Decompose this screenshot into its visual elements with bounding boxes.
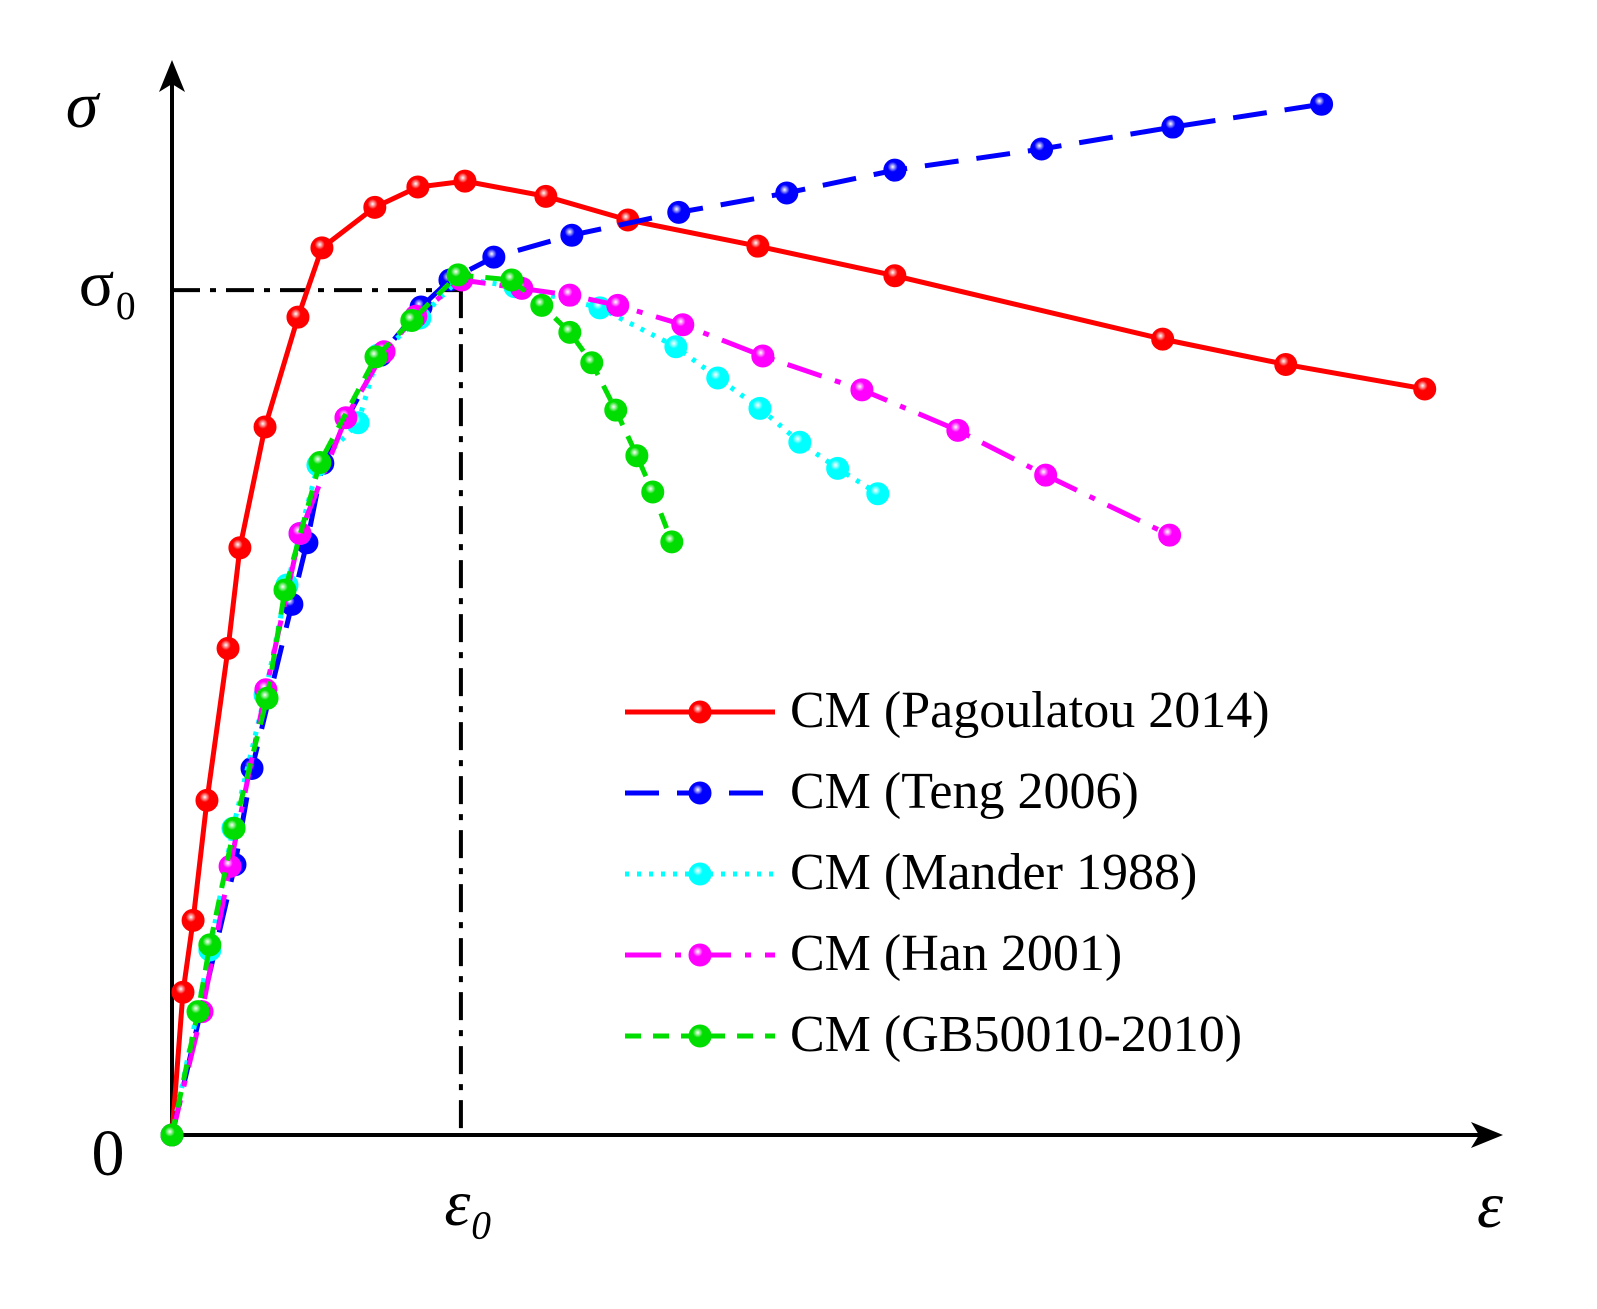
legend-marker xyxy=(688,781,712,805)
series-marker xyxy=(788,430,812,454)
series-marker xyxy=(308,450,332,474)
series-marker xyxy=(671,313,695,337)
y-axis-arrow xyxy=(159,60,185,92)
x-tick-label: ε₀ xyxy=(444,1167,493,1240)
series-marker xyxy=(1158,523,1182,547)
series-marker xyxy=(641,480,665,504)
series-marker xyxy=(625,444,649,468)
series-marker xyxy=(667,200,691,224)
series-marker xyxy=(222,816,246,840)
series-marker xyxy=(558,320,582,344)
series-line xyxy=(169,101,1322,1136)
series-marker xyxy=(706,366,730,390)
legend-label: CM (Teng 2006) xyxy=(790,763,1139,820)
series-marker xyxy=(446,263,470,287)
series-line xyxy=(169,178,1426,1136)
series-marker xyxy=(186,1000,210,1024)
series-marker xyxy=(482,245,506,269)
series-marker xyxy=(1413,377,1437,401)
series-marker xyxy=(216,636,240,660)
series-marker xyxy=(560,223,584,247)
x-axis-arrow xyxy=(1471,1122,1503,1148)
series-marker xyxy=(273,578,297,602)
series-marker xyxy=(406,175,430,199)
series-marker xyxy=(946,418,970,442)
series-marker xyxy=(255,686,279,710)
legend-label: CM (Mander 1988) xyxy=(790,844,1197,901)
legend-marker xyxy=(688,700,712,724)
series-marker xyxy=(1034,463,1058,487)
series-marker xyxy=(1274,352,1298,376)
x-axis-label: ε xyxy=(1477,1169,1503,1242)
legend-marker xyxy=(688,943,712,967)
series-marker xyxy=(1151,327,1175,351)
series-marker xyxy=(1310,92,1334,116)
series-marker xyxy=(453,169,477,193)
series-marker xyxy=(364,345,388,369)
series-line xyxy=(169,272,675,1136)
series-marker xyxy=(883,264,907,288)
series-marker xyxy=(288,521,312,545)
series-marker xyxy=(664,335,688,359)
series-marker xyxy=(1161,115,1185,139)
series-marker xyxy=(363,195,387,219)
y-tick-label: 0 xyxy=(92,1117,125,1190)
series-marker xyxy=(310,236,334,260)
series-marker xyxy=(181,908,205,932)
series-marker xyxy=(604,398,628,422)
series-marker xyxy=(198,933,222,957)
legend-label: CM (Han 2001) xyxy=(790,925,1122,982)
series-marker xyxy=(826,456,850,480)
series-marker xyxy=(850,378,874,402)
series-marker xyxy=(746,234,770,258)
series-marker xyxy=(228,536,252,560)
series-marker xyxy=(748,396,772,420)
legend-marker xyxy=(688,862,712,886)
series-marker xyxy=(775,181,799,205)
series-marker xyxy=(606,293,630,317)
series-marker xyxy=(171,980,195,1004)
series-marker xyxy=(195,788,219,812)
series-marker xyxy=(534,184,558,208)
y-tick-label: σ₀ xyxy=(79,247,138,320)
series-marker xyxy=(883,158,907,182)
legend-label: CM (GB50010-2010) xyxy=(790,1006,1242,1063)
series-marker xyxy=(400,309,424,333)
series-marker xyxy=(530,293,554,317)
series-line xyxy=(169,275,880,1136)
series-marker xyxy=(500,268,524,292)
legend-marker xyxy=(688,1024,712,1048)
legend-label: CM (Pagoulatou 2014) xyxy=(790,682,1270,739)
series-marker xyxy=(160,1123,184,1147)
series-marker xyxy=(660,530,684,554)
series-marker xyxy=(286,305,310,329)
series-marker xyxy=(751,344,775,368)
series-marker xyxy=(580,351,604,375)
series-marker xyxy=(558,283,582,307)
series-marker xyxy=(866,482,890,506)
series-marker xyxy=(253,415,277,439)
y-axis-label: σ xyxy=(66,69,101,142)
series-marker xyxy=(1030,137,1054,161)
